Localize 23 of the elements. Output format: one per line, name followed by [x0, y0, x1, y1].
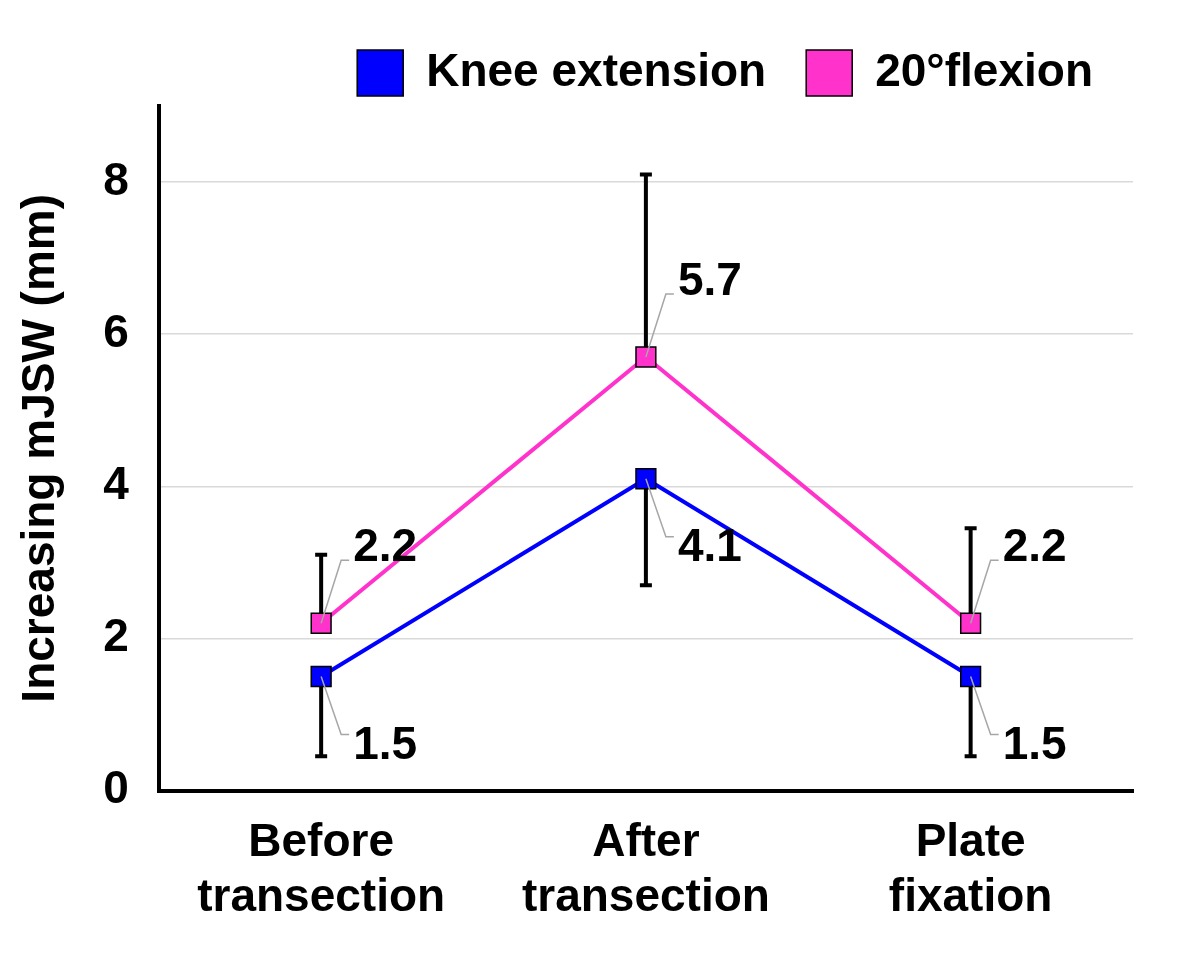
point: [310, 665, 332, 688]
x-tick-label: After transection: [521, 813, 770, 922]
x-tick-label: Plate fixation: [888, 813, 1053, 922]
y-tick-label: 2: [103, 609, 129, 662]
y-tick-label: 8: [103, 152, 129, 205]
point: [959, 612, 982, 634]
legend-label: 20°flexion: [875, 43, 1094, 96]
data-label: 4.1: [677, 519, 742, 572]
y-tick-label: 0: [103, 761, 129, 814]
y-tick-label: 6: [103, 304, 129, 357]
data-label: 1.5: [1002, 717, 1067, 770]
point: [635, 346, 657, 368]
point: [310, 612, 332, 634]
data-label: 5.7: [677, 252, 742, 305]
y-axis-title: Increasing mJSW (mm): [12, 193, 65, 703]
y-tick-label: 4: [103, 457, 130, 510]
point: [959, 665, 982, 688]
legend-label: Knee extension: [426, 43, 767, 96]
x-tick-label: Before transection: [197, 813, 446, 922]
data-label: 2.2: [353, 518, 418, 571]
point: [635, 468, 657, 490]
data-label: 2.2: [1002, 518, 1067, 571]
data-label: 1.5: [353, 717, 418, 770]
